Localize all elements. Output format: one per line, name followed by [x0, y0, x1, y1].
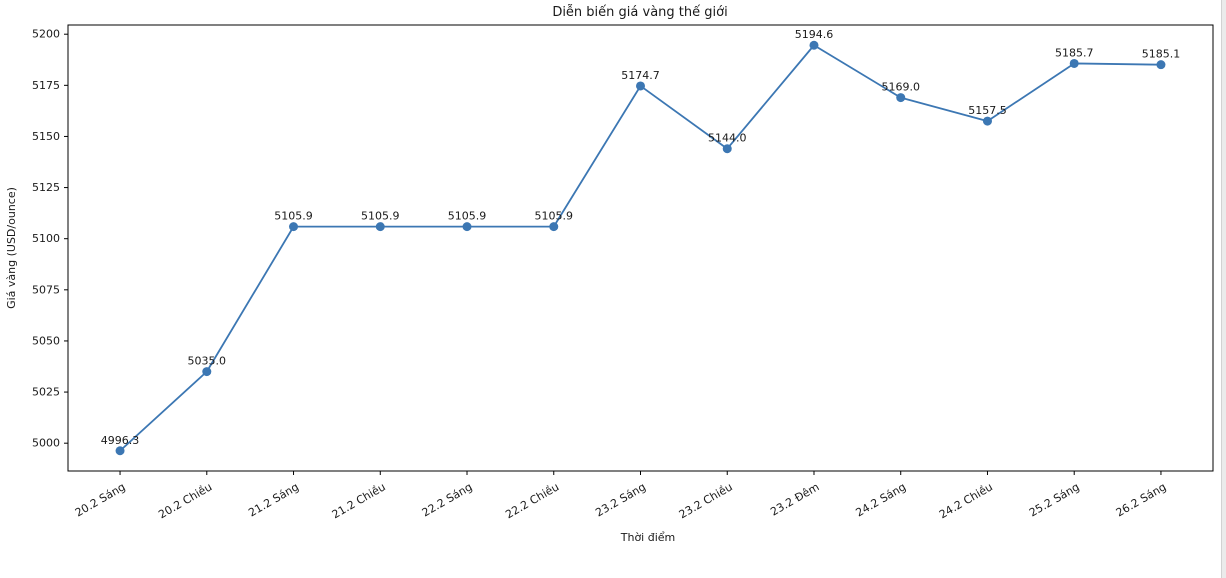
x-tick-label: 22.2 Chiều	[503, 480, 561, 521]
point-value-label: 4996.3	[101, 434, 140, 447]
x-tick-label: 24.2 Chiều	[937, 480, 995, 521]
x-tick-label: 21.2 Chiều	[330, 480, 388, 521]
point-value-label: 5105.9	[274, 210, 313, 223]
point-value-label: 5194.6	[795, 28, 834, 41]
data-point	[202, 367, 212, 377]
x-tick-label: 23.2 Chiều	[677, 480, 735, 521]
data-point	[896, 93, 906, 103]
point-value-label: 5144.0	[708, 132, 747, 145]
data-point	[722, 144, 732, 154]
data-point	[1156, 60, 1166, 70]
data-point	[809, 40, 819, 50]
x-tick-label: 25.2 Sáng	[1027, 480, 1082, 519]
point-value-label: 5105.9	[448, 210, 487, 223]
point-value-label: 5035.0	[188, 355, 227, 368]
data-point	[1069, 58, 1079, 68]
x-tick-label: 22.2 Sáng	[420, 480, 475, 519]
y-tick-label: 5150	[32, 130, 60, 143]
data-point	[636, 81, 645, 91]
x-tick-label: 23.2 Đêm	[768, 480, 821, 518]
point-value-label: 5185.7	[1055, 46, 1094, 59]
data-point	[462, 222, 472, 232]
y-tick-label: 5075	[32, 283, 60, 296]
right-edge-border	[1221, 0, 1222, 578]
data-point	[289, 222, 299, 232]
point-value-label: 5157.5	[968, 104, 1007, 117]
y-tick-label: 5025	[32, 386, 60, 399]
y-axis-label: Giá vàng (USD/ounce)	[5, 187, 18, 309]
x-tick-label: 26.2 Sáng	[1114, 480, 1169, 519]
x-tick-label: 21.2 Sáng	[246, 480, 301, 519]
x-tick-label: 20.2 Sáng	[73, 480, 128, 519]
point-value-label: 5105.9	[361, 210, 400, 223]
x-tick-label: 23.2 Sáng	[593, 480, 648, 519]
data-point	[982, 116, 992, 126]
y-tick-label: 5050	[32, 334, 60, 347]
y-tick-label: 5175	[32, 79, 60, 92]
x-axis-label: Thời điểm	[620, 531, 676, 544]
point-value-label: 5105.9	[535, 210, 574, 223]
data-point	[115, 446, 125, 456]
x-tick-label: 24.2 Sáng	[854, 480, 909, 519]
x-tick-label: 20.2 Chiều	[156, 480, 214, 521]
point-value-label: 5174.7	[621, 69, 660, 82]
data-point	[375, 222, 385, 232]
data-point	[549, 222, 559, 232]
y-tick-label: 5100	[32, 232, 60, 245]
y-tick-label: 5000	[32, 437, 60, 450]
point-value-label: 5185.1	[1142, 48, 1181, 61]
point-value-label: 5169.0	[881, 81, 920, 94]
right-edge-strip	[1221, 0, 1226, 578]
plot-area	[67, 24, 1214, 472]
y-tick-label: 5200	[32, 28, 60, 41]
y-tick-label: 5125	[32, 181, 60, 194]
chart-title: Diễn biến giá vàng thế giới	[552, 5, 727, 20]
